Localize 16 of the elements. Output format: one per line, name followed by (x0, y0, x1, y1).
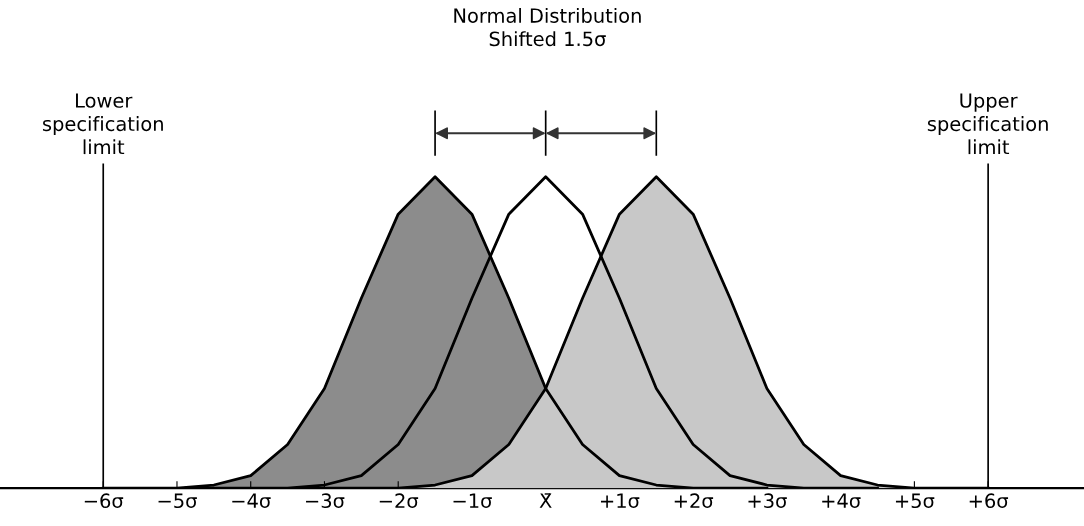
ref-line-label: Lower specification limit (42, 93, 163, 155)
x-tick-label: −2σ (379, 493, 419, 509)
x-tick-label: −4σ (232, 493, 271, 509)
x-tick-label: −1σ (453, 493, 492, 509)
x-tick-label: −5σ (158, 493, 197, 509)
x-tick-label: +3σ (748, 493, 787, 509)
x-tick-label: +5σ (895, 493, 935, 509)
x-tick-label: +1σ (600, 493, 640, 509)
x-tick-label: −3σ (306, 493, 345, 509)
x-tick-label: +2σ (674, 493, 714, 509)
x-tick-label: +6σ (969, 493, 1009, 509)
ref-line-label: Upper specification limit (927, 93, 1048, 155)
x-tick-label: −6σ (84, 493, 124, 509)
x-tick-label: +4σ (822, 493, 861, 509)
chart-title: Normal Distribution Shifted 1.5σ (454, 7, 641, 47)
x-tick-label: X̄ (539, 493, 552, 508)
